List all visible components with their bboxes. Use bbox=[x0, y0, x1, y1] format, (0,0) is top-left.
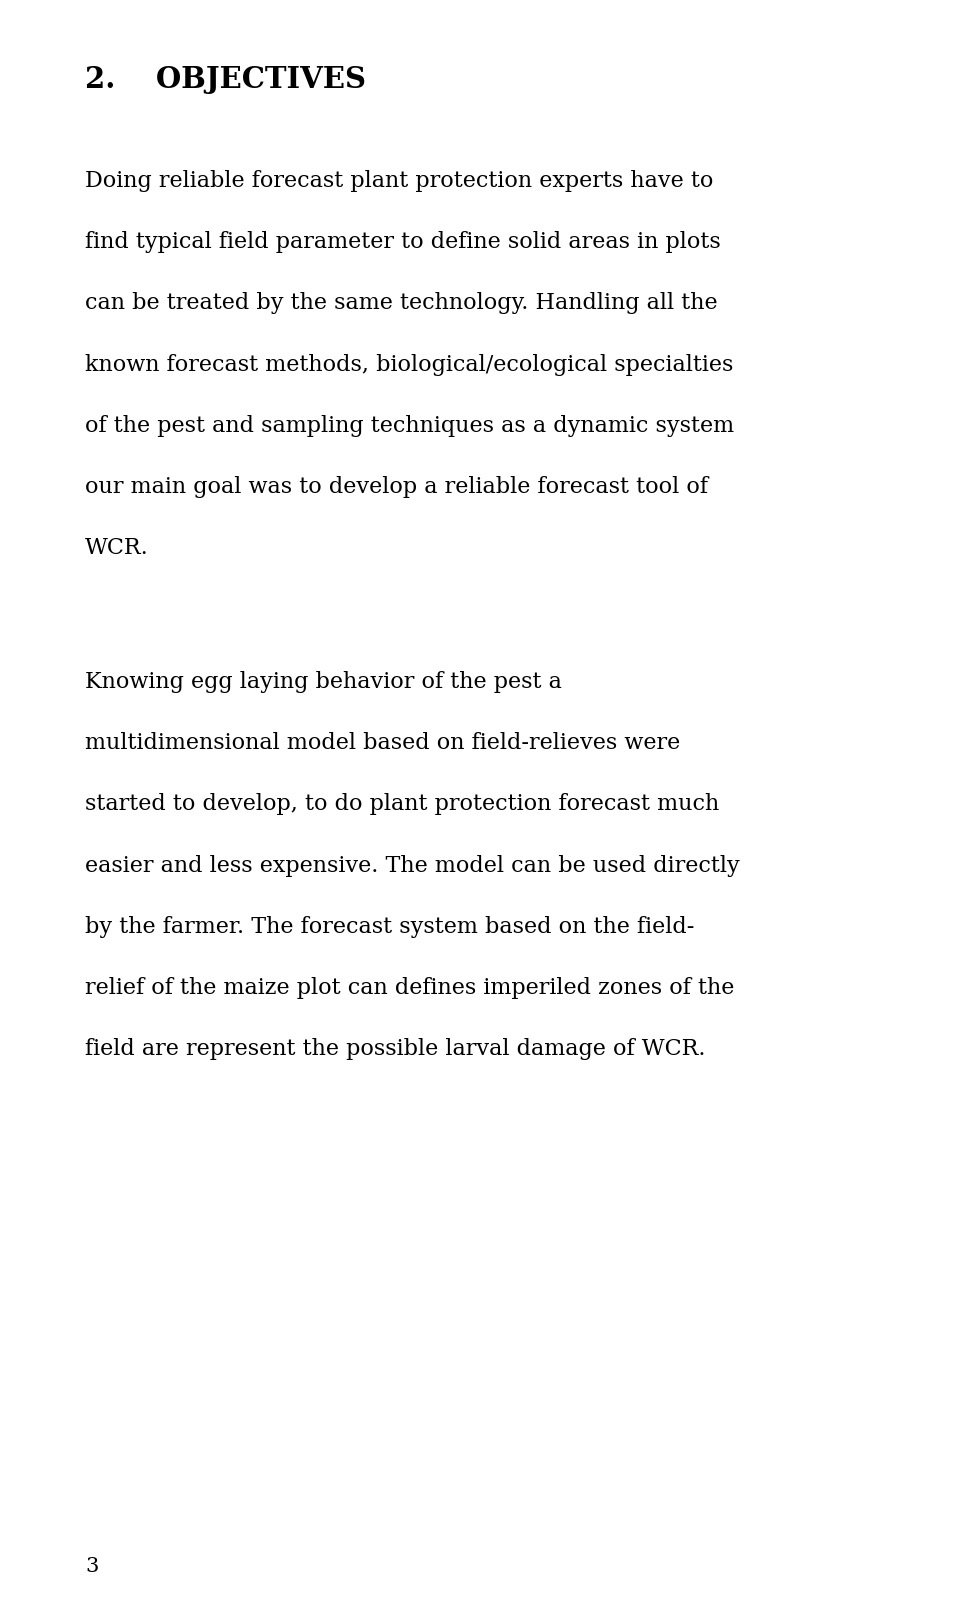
Text: find typical field parameter to define solid areas in plots: find typical field parameter to define s… bbox=[85, 232, 721, 253]
Text: of the pest and sampling techniques as a dynamic system: of the pest and sampling techniques as a… bbox=[85, 416, 734, 437]
Text: WCR.: WCR. bbox=[85, 538, 149, 559]
Text: can be treated by the same technology. Handling all the: can be treated by the same technology. H… bbox=[85, 293, 718, 314]
Text: known forecast methods, biological/ecological specialties: known forecast methods, biological/ecolo… bbox=[85, 354, 733, 375]
Text: field are represent the possible larval damage of WCR.: field are represent the possible larval … bbox=[85, 1039, 706, 1060]
Text: Knowing egg laying behavior of the pest a: Knowing egg laying behavior of the pest … bbox=[85, 672, 562, 693]
Text: by the farmer. The forecast system based on the field-: by the farmer. The forecast system based… bbox=[85, 917, 694, 938]
Text: multidimensional model based on field-relieves were: multidimensional model based on field-re… bbox=[85, 733, 681, 754]
Text: relief of the maize plot can defines imperiled zones of the: relief of the maize plot can defines imp… bbox=[85, 978, 734, 999]
Text: Doing reliable forecast plant protection experts have to: Doing reliable forecast plant protection… bbox=[85, 171, 713, 192]
Text: 3: 3 bbox=[85, 1556, 98, 1576]
Text: easier and less expensive. The model can be used directly: easier and less expensive. The model can… bbox=[85, 855, 740, 876]
Text: our main goal was to develop a reliable forecast tool of: our main goal was to develop a reliable … bbox=[85, 477, 708, 498]
Text: started to develop, to do plant protection forecast much: started to develop, to do plant protecti… bbox=[85, 794, 719, 815]
Text: 2.    OBJECTIVES: 2. OBJECTIVES bbox=[85, 64, 366, 93]
